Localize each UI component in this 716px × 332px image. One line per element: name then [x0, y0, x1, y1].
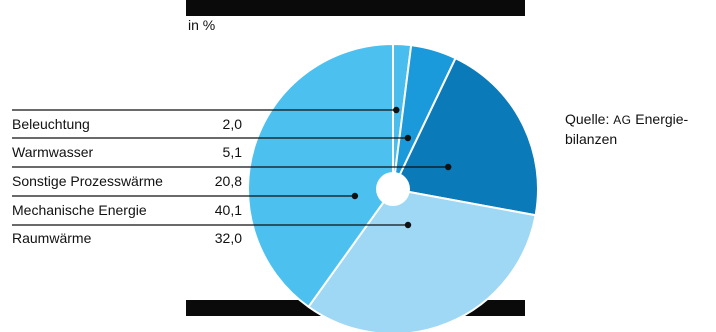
legend-value: 40,1 — [214, 202, 242, 218]
leader-dot-warmwasser — [404, 134, 412, 142]
leader-dot-mechanische-energie — [351, 192, 359, 200]
legend-label: Warmwasser — [12, 144, 94, 160]
legend-label: Raumwärme — [12, 230, 92, 246]
legend-label: Mechanische Energie — [12, 202, 147, 218]
legend-value: 32,0 — [214, 230, 242, 246]
source-line1-rest: Energie- — [631, 111, 689, 127]
legend-value: 20,8 — [214, 173, 242, 189]
source-org: AG — [613, 113, 632, 127]
source-prefix: Quelle: — [565, 111, 614, 127]
legend-label: Beleuchtung — [12, 116, 90, 132]
legend-item-sonstige-prozesswaerme: Sonstige Prozesswärme 20,8 — [12, 170, 252, 192]
pie-slice-raumwaerme — [307, 188, 537, 332]
legend-item-raumwaerme: Raumwärme 32,0 — [12, 227, 252, 249]
top-black-bar — [186, 0, 525, 16]
legend-value: 2,0 — [222, 116, 242, 132]
unit-label: in % — [188, 17, 216, 33]
donut-hole — [376, 172, 410, 206]
legend-value: 5,1 — [222, 144, 242, 160]
legend-item-warmwasser: Warmwasser 5,1 — [12, 141, 252, 163]
legend-item-mechanische-energie: Mechanische Energie 40,1 — [12, 199, 252, 221]
leader-dot-sonstige-prozesswaerme — [445, 163, 452, 171]
legend-label: Sonstige Prozesswärme — [12, 173, 163, 189]
source-line2: bilanzen — [565, 131, 618, 147]
legend-item-beleuchtung: Beleuchtung 2,0 — [12, 113, 252, 135]
source-note: Quelle: AG Energie- bilanzen — [565, 110, 688, 149]
pie-slice-sonstige-prozesswaerme — [392, 57, 539, 217]
leader-dot-raumwaerme — [404, 221, 412, 229]
leader-dot-beleuchtung — [393, 106, 400, 114]
